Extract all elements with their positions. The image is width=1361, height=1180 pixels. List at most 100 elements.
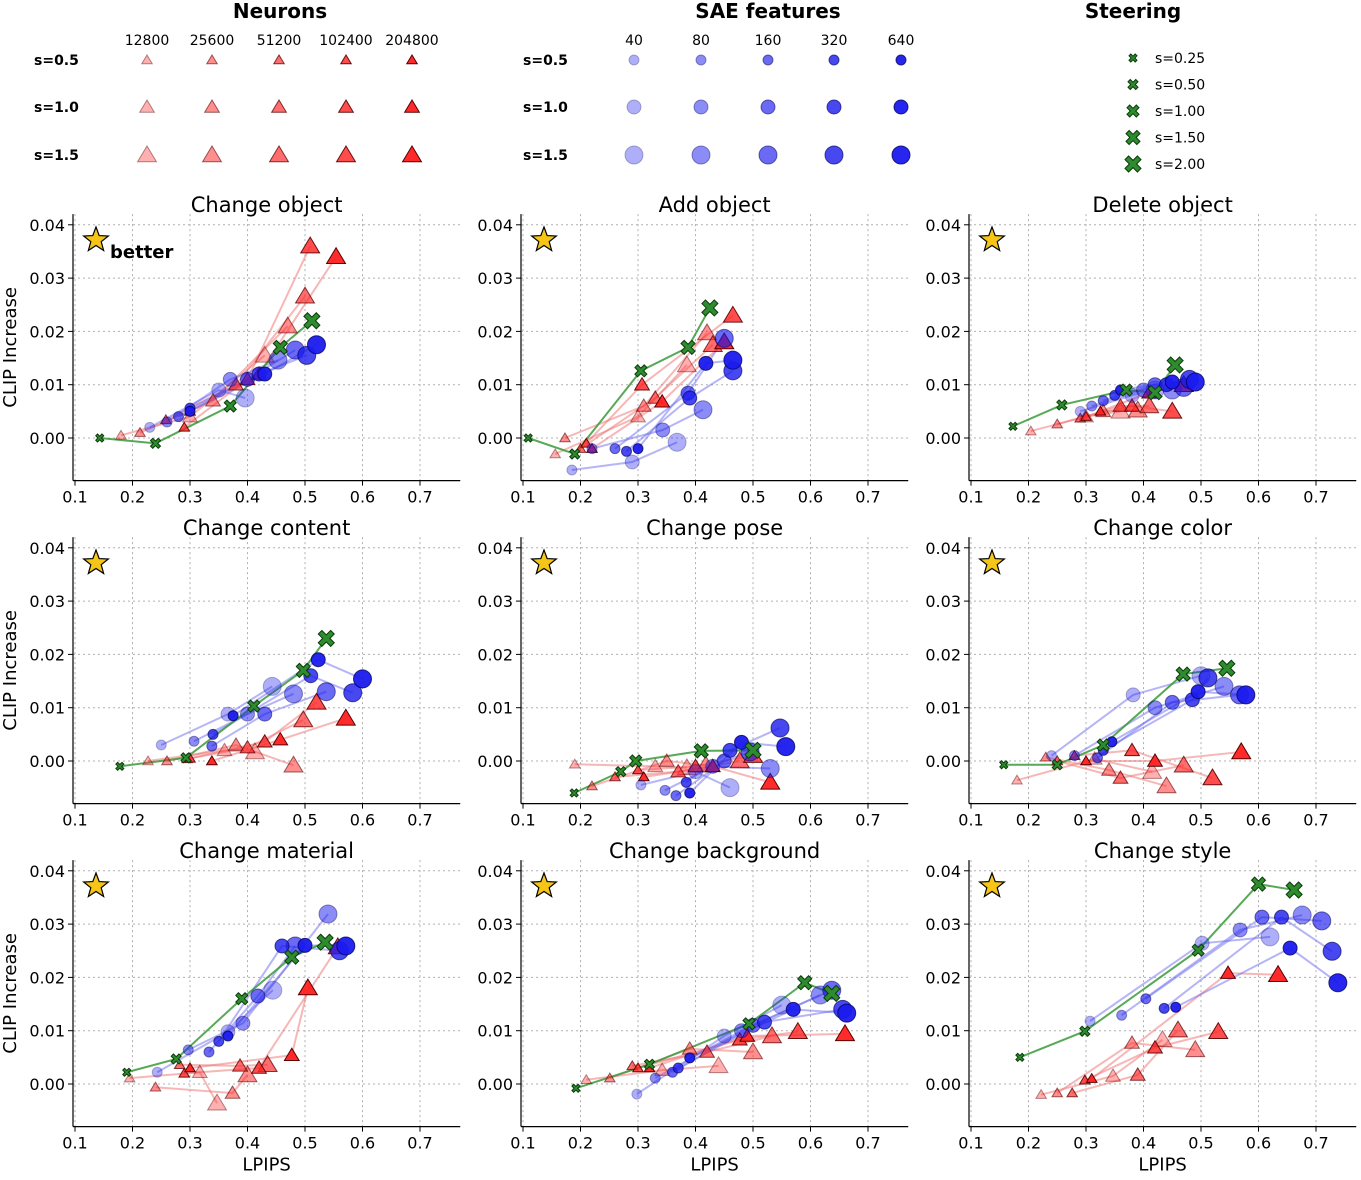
legend-neurons-marker — [136, 145, 158, 163]
neurons-point — [1161, 401, 1183, 419]
sae-point — [222, 371, 238, 387]
neurons-point — [277, 316, 299, 334]
sae-point — [1190, 684, 1206, 700]
sae-point — [284, 684, 303, 704]
sae-point — [318, 904, 338, 924]
steering-point — [999, 760, 1009, 770]
neurons-point — [1184, 1039, 1206, 1058]
legend-neurons-marker — [203, 99, 221, 113]
sae-point — [1198, 668, 1218, 688]
steering-point — [693, 743, 709, 759]
sae-point — [684, 1052, 696, 1064]
better-star-icon — [530, 548, 558, 575]
neurons-point — [204, 392, 222, 407]
neurons-point — [224, 1085, 241, 1099]
subplot-title: Change style — [1094, 839, 1231, 863]
subplot-title: Add object — [659, 193, 771, 217]
neurons-point — [1123, 1034, 1141, 1049]
y-tick-label: 0.00 — [477, 429, 513, 448]
legend-neurons-title: Neurons — [233, 0, 327, 23]
legend-sae-marker — [828, 54, 840, 66]
x-tick-label: 0.1 — [958, 1134, 983, 1153]
neurons-point — [1146, 753, 1164, 767]
neurons-point — [178, 421, 191, 432]
neurons-point — [256, 733, 273, 748]
sae-point — [609, 443, 621, 455]
sae-point — [257, 366, 273, 382]
steering-point — [569, 788, 579, 798]
steering-point — [1015, 1052, 1025, 1063]
sae-point — [203, 1046, 215, 1058]
legend-neurons-column-label: 102400 — [319, 33, 372, 49]
x-tick-label: 0.5 — [1188, 488, 1213, 507]
x-tick-label: 0.1 — [510, 811, 535, 830]
x-tick-label: 0.6 — [1246, 1134, 1271, 1153]
x-tick-label: 0.4 — [683, 1134, 708, 1153]
sae-point — [1116, 1009, 1128, 1021]
sae-point — [649, 1072, 661, 1084]
sae-point — [188, 735, 200, 747]
legend-steering-marker — [1126, 104, 1140, 118]
neurons-point — [1085, 1072, 1098, 1083]
steering-point — [823, 984, 841, 1003]
neurons-point — [761, 1026, 783, 1044]
neurons-point — [1219, 965, 1237, 979]
steering-point — [1218, 659, 1236, 677]
sae-point — [1158, 1002, 1170, 1014]
legend-neurons-marker — [405, 54, 419, 65]
subplot-title: Change object — [191, 193, 343, 217]
sae-line — [1163, 915, 1333, 1010]
x-tick-label: 0.6 — [798, 811, 823, 830]
neurons-point — [603, 1072, 616, 1083]
better-star-icon — [530, 871, 558, 898]
legend-steering-marker — [1127, 78, 1139, 91]
neurons-point — [681, 1040, 698, 1055]
x-tick-label: 0.4 — [235, 1134, 260, 1153]
legend: Neurons SAE features Steering 12800 25600… — [34, 0, 1205, 173]
x-tick-label: 0.7 — [855, 488, 880, 507]
x-tick-label: 0.5 — [740, 488, 765, 507]
x-tick-label: 0.3 — [625, 1134, 650, 1153]
better-star-icon — [978, 871, 1006, 898]
y-tick-label: 0.01 — [925, 1022, 961, 1041]
y-tick-label: 0.00 — [925, 1075, 961, 1094]
sae-point — [250, 988, 266, 1004]
x-tick-label: 0.3 — [1073, 488, 1098, 507]
x-tick-label: 0.7 — [407, 488, 432, 507]
sae-point — [235, 1015, 251, 1031]
x-tick-label: 0.3 — [1073, 1134, 1098, 1153]
neurons-point — [299, 236, 321, 254]
legend-sae-marker — [826, 99, 842, 115]
legend-neurons-marker — [268, 145, 290, 163]
neurons-point — [216, 742, 233, 757]
sae-point — [586, 443, 598, 455]
neurons-point — [633, 376, 651, 391]
legend-neurons-marker — [335, 145, 357, 163]
legend-sae-row-label: s=1.0 — [523, 100, 568, 116]
neurons-point — [114, 429, 128, 440]
neurons-point — [250, 1060, 268, 1074]
neurons-point — [141, 755, 155, 766]
neurons-point — [1112, 398, 1129, 412]
legend-steering-marker — [1125, 129, 1141, 146]
sae-point — [1236, 685, 1256, 705]
sae-point — [1232, 922, 1248, 938]
x-tick-label: 0.2 — [120, 1134, 145, 1153]
neurons-point — [1207, 1021, 1229, 1040]
sae-point — [776, 737, 796, 757]
legend-steering-marker — [1124, 155, 1142, 173]
legend-neurons-column-label: 25600 — [190, 33, 235, 49]
neurons-point — [549, 448, 562, 459]
sae-point — [213, 1035, 225, 1047]
legend-neurons-marker — [403, 99, 421, 113]
sae-point — [1322, 941, 1342, 961]
y-tick-label: 0.00 — [925, 429, 961, 448]
x-tick-label: 0.6 — [350, 488, 375, 507]
x-tick-label: 0.7 — [855, 811, 880, 830]
subplot-title: Change color — [1093, 516, 1232, 540]
neurons-point — [283, 1047, 301, 1061]
neurons-point — [1051, 1087, 1064, 1098]
steering-point — [634, 364, 648, 378]
neurons-point — [687, 758, 704, 773]
